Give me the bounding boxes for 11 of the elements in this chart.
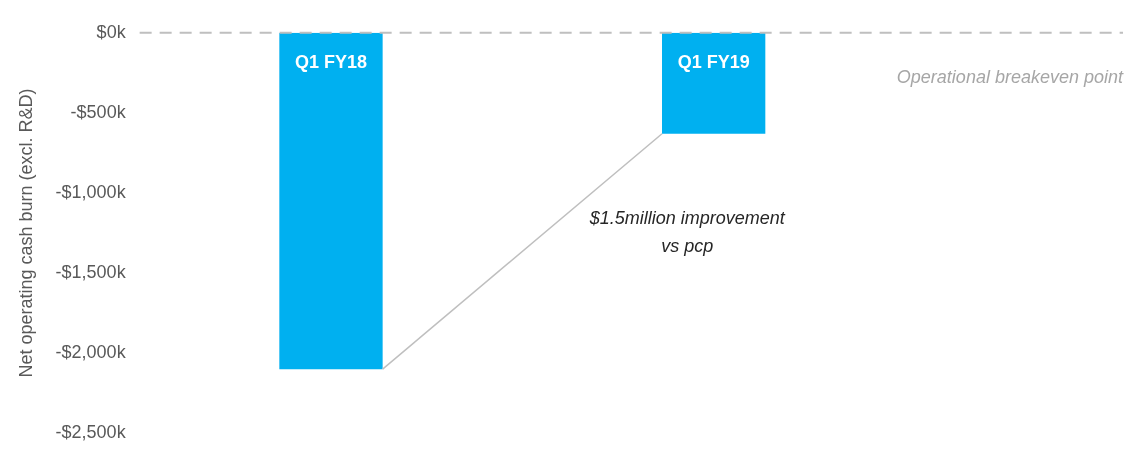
y-tick-label: -$500k [70,101,127,122]
y-tick-label: -$1,500k [55,262,127,283]
y-tick-label: -$1,000k [55,181,127,202]
y-tick-label: -$2,000k [55,342,127,363]
y-tick-label: -$2,500k [55,422,127,443]
x-tick-label: Q1 FY19 [677,51,750,72]
y-axis-title: Net operating cash burn (excl. R&D) [15,88,36,378]
annotation: $1.5million improvement vs pcp [588,208,786,256]
ref-line-label: Operational breakeven point [896,66,1124,87]
x-tick-label: Q1 FY18 [294,51,368,72]
y-tick-label: $0k [96,21,127,42]
